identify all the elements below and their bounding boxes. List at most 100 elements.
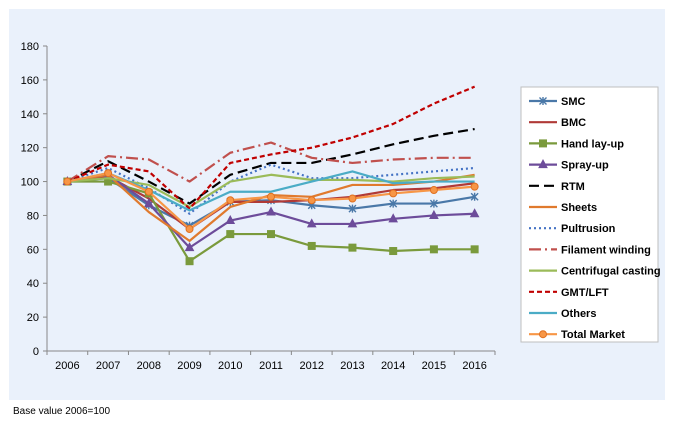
legend-item-rtm: RTM [529, 181, 585, 193]
series-pultrusion [67, 163, 475, 215]
legend-item-sheets: Sheets [529, 202, 597, 214]
legend-item-hand-lay-up: Hand lay-up [529, 138, 624, 150]
data-point-total-market [144, 187, 153, 196]
y-tick-label: 0 [33, 346, 39, 358]
legend-label-centrifugal-casting: Centrifugal casting [561, 266, 661, 278]
x-tick-label: 2013 [340, 360, 364, 372]
x-tick-label: 2006 [55, 360, 79, 372]
legend-item-smc: SMC [529, 96, 586, 108]
data-point-total-market [307, 196, 316, 205]
x-tick-label: 2008 [137, 360, 161, 372]
legend-marker-spray-up [538, 159, 548, 169]
legend-marker-smc [539, 97, 547, 105]
data-point-hand-lay-up [226, 230, 235, 239]
data-point-total-market [104, 169, 113, 178]
series-spray-up [62, 169, 480, 252]
legend-label-gmt-lft: GMT/LFT [561, 287, 609, 299]
x-tick-label: 2011 [259, 360, 283, 372]
legend-item-pultrusion: Pultrusion [529, 223, 616, 235]
data-point-spray-up [184, 242, 195, 252]
series-line-rtm [66, 127, 475, 205]
data-point-spray-up [225, 214, 236, 225]
legend-item-spray-up: Spray-up [529, 159, 609, 172]
data-point-hand-lay-up [470, 245, 479, 254]
data-point-smc [348, 204, 357, 213]
series-line-filament-winding [66, 141, 475, 183]
chart-axes: 0 20 40 60 80 100 120 140 160 180 2006 2007 2008 2009… [21, 41, 496, 372]
legend-label-pultrusion: Pultrusion [561, 223, 616, 235]
data-point-hand-lay-up [267, 230, 275, 239]
y-tick-label: 40 [27, 278, 39, 290]
y-tick-label: 80 [27, 210, 39, 222]
y-tick-label: 160 [21, 75, 39, 87]
y-tick-label: 140 [21, 109, 39, 121]
y-tick-label: 120 [21, 143, 39, 155]
data-point-spray-up [429, 209, 439, 219]
legend-label-sheets: Sheets [561, 202, 597, 214]
data-point-smc [470, 192, 479, 201]
data-point-total-market [470, 182, 479, 191]
legend-marker-total-market [539, 330, 547, 339]
legend-label-hand-lay-up: Hand lay-up [561, 138, 624, 150]
legend-item-gmt-lft: GMT/LFT [529, 287, 609, 299]
data-point-total-market [348, 194, 357, 203]
data-point-spray-up [388, 213, 399, 223]
legend-marker-hand-lay-up [539, 139, 547, 148]
data-point-spray-up [347, 218, 358, 228]
series-gmt-lft [66, 85, 476, 210]
data-point-total-market [267, 192, 275, 201]
x-tick-label: 2012 [299, 360, 323, 372]
y-tick-label: 100 [21, 177, 39, 189]
legend-item-total-market: Total Market [529, 329, 625, 341]
y-tick-label: 180 [21, 41, 39, 53]
x-tick-label: 2010 [218, 360, 242, 372]
series-line-pultrusion [67, 163, 475, 215]
data-point-spray-up [143, 198, 154, 208]
data-point-smc [389, 199, 398, 208]
x-tick-label: 2016 [462, 360, 486, 372]
series-centrifugal-casting [67, 173, 475, 209]
x-tick-label: 2007 [96, 360, 120, 372]
data-point-hand-lay-up [429, 245, 438, 254]
chart-panel: 0 20 40 60 80 100 120 140 160 180 2006 2007 2008 2009… [9, 9, 665, 400]
data-point-total-market [429, 186, 438, 195]
chart-series-lines [62, 85, 480, 266]
legend-item-bmc: BMC [529, 117, 586, 129]
footnote: Base value 2006=100 [13, 406, 111, 417]
series-line-centrifugal-casting [67, 173, 475, 209]
legend-label-spray-up: Spray-up [561, 160, 609, 172]
legend-label-others: Others [561, 308, 596, 320]
data-point-total-market [185, 225, 194, 233]
legend-item-others: Others [529, 308, 596, 320]
line-chart: 0 20 40 60 80 100 120 140 160 180 2006 2007 2008 2009… [21, 41, 661, 372]
data-point-hand-lay-up [307, 241, 316, 250]
data-point-spray-up [266, 206, 276, 216]
legend-label-smc: SMC [561, 96, 586, 108]
legend-label-bmc: BMC [561, 117, 586, 129]
data-point-total-market [226, 196, 235, 205]
series-line-gmt-lft [66, 85, 476, 210]
data-point-hand-lay-up [185, 257, 194, 266]
data-point-total-market [63, 177, 72, 186]
data-point-spray-up [469, 208, 480, 218]
y-tick-label: 20 [27, 312, 39, 324]
legend-item-filament-winding: Filament winding [529, 244, 651, 256]
series-total-market [63, 169, 479, 233]
series-filament-winding [66, 141, 475, 183]
data-point-smc [429, 199, 438, 208]
x-tick-label: 2014 [381, 360, 405, 372]
legend-label-total-market: Total Market [561, 329, 625, 341]
data-point-hand-lay-up [389, 247, 398, 256]
chart-legend: SMC BMC Hand lay-up Spray-up RTM Sheets Pultru… [529, 96, 661, 341]
legend-item-centrifugal-casting: Centrifugal casting [529, 266, 661, 278]
series-rtm [66, 127, 475, 205]
legend-label-rtm: RTM [561, 181, 585, 193]
series-line-bmc [67, 175, 475, 231]
series-bmc [67, 175, 475, 231]
y-tick-label: 60 [27, 244, 39, 256]
data-point-spray-up [306, 218, 317, 228]
legend-label-filament-winding: Filament winding [561, 244, 651, 256]
legend-box [520, 86, 659, 343]
data-point-hand-lay-up [348, 243, 357, 252]
data-point-total-market [389, 189, 398, 198]
